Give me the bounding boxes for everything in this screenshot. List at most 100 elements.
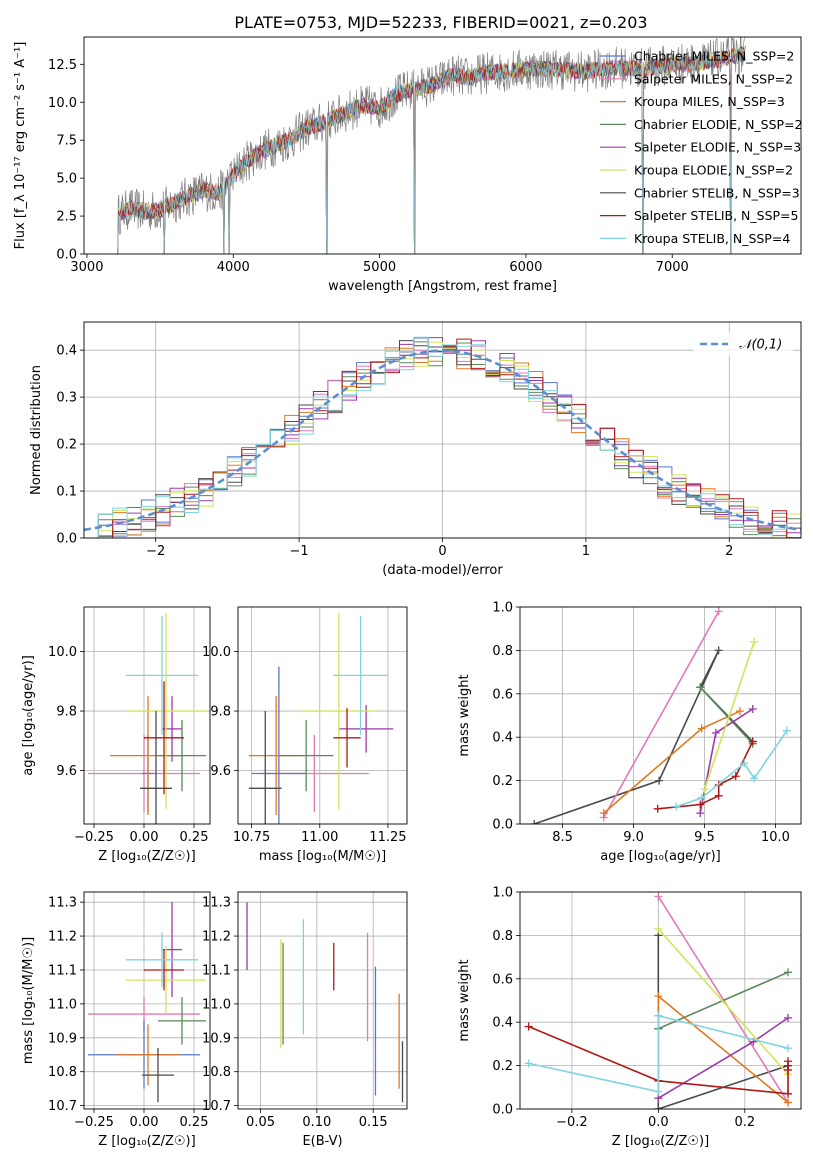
plot-area: [117, 37, 746, 254]
x-tick-label: −0.25: [74, 1115, 114, 1130]
legend-label: Kroupa STELIB, N_SSP=4: [634, 231, 790, 246]
axes-frame: [519, 891, 802, 1110]
x-tick-label: 10.75: [233, 830, 270, 845]
mass-weight-line: [703, 641, 755, 790]
y-tick-label: 9.6: [210, 764, 231, 779]
x-tick-label: 9.0: [623, 830, 644, 845]
x-tick-label: 11.00: [301, 830, 338, 845]
x-axis-label: E(B-V): [302, 1134, 342, 1149]
y-tick-label: 0.0: [492, 1103, 513, 1118]
x-tick-label: 2: [725, 544, 733, 559]
mass-weight-point: [700, 785, 709, 794]
mass-weight-point: [599, 809, 608, 818]
legend-label: Kroupa ELODIE, N_SSP=2: [634, 163, 793, 178]
mass-weight-point: [524, 1059, 533, 1068]
x-tick-label: 3000: [70, 260, 103, 275]
x-tick-label: 11.25: [369, 830, 406, 845]
panel-age-vs-mass: 10.75 11.00 11.25 9.6 9.8 10.0 mass [log₁₀(M/M…: [202, 606, 408, 864]
panel-mass-vs-EBV: 0.05 0.10 0.15 10.7 10.8 10.9 11.0 11.1 11.2 11.3…: [202, 891, 408, 1149]
panel-mass-vs-Z: −0.25 0.00 0.25 10.7 10.8 10.9 11.0 11.1 11.2 11.…: [21, 891, 211, 1149]
mass-weight-point: [654, 992, 663, 1001]
panel-spectrum: 3000 4000 5000 6000 7000 0.0 2.5 5.0 7.5 10.0 12.5…: [13, 36, 803, 294]
x-tick-label: 0.2: [734, 1115, 755, 1130]
mass-weight-point: [784, 1013, 793, 1022]
mass-weight-point: [672, 802, 681, 811]
figure-title: PLATE=0753, MJD=52233, FIBERID=0021, z=0…: [234, 13, 647, 32]
x-tick-label: 0.25: [180, 830, 209, 845]
y-tick-label: 10.9: [48, 1031, 77, 1046]
axes-frame: [519, 606, 802, 825]
plot-area: [88, 902, 206, 1103]
x-tick-label: 0: [438, 544, 446, 559]
y-tick-label: 1.0: [492, 886, 513, 901]
mass-weight-point: [530, 820, 539, 824]
mass-weight-line: [675, 730, 788, 808]
x-axis-label: Z [log₁₀(Z/Z☉)]: [98, 849, 195, 864]
y-tick-label: 9.8: [56, 705, 77, 720]
y-tick-label: 0.0: [56, 248, 77, 263]
normal-curve: [84, 349, 801, 532]
x-tick-label: 0.00: [130, 830, 159, 845]
y-tick-label: 0.1: [56, 485, 77, 500]
x-tick-label: 0.0: [648, 1115, 669, 1130]
legend-label: Kroupa MILES, N_SSP=3: [634, 94, 785, 109]
mass-weight-point: [654, 924, 663, 933]
legend-label: Salpeter MILES, N_SSP=2: [634, 71, 793, 86]
y-tick-label: 11.2: [48, 930, 77, 945]
y-tick-label: 7.5: [56, 134, 77, 149]
mass-weight-point: [784, 1089, 793, 1098]
mass-weight-point: [740, 759, 749, 768]
axes-frame: [83, 606, 211, 825]
y-tick-label: 10.8: [48, 1065, 77, 1080]
y-axis-label: age [log₁₀(age/yr)]: [21, 655, 36, 776]
mass-weight-line: [699, 686, 754, 745]
y-tick-label: 0.8: [492, 644, 513, 659]
y-tick-label: 0.4: [492, 731, 513, 746]
x-tick-label: 10.0: [761, 830, 790, 845]
mass-weight-point: [782, 726, 791, 735]
mass-weight-line: [657, 741, 754, 810]
plot-area: [248, 612, 394, 824]
x-tick-label: −2: [146, 544, 165, 559]
x-tick-label: −0.25: [74, 830, 114, 845]
y-tick-label: 0.0: [56, 532, 77, 547]
mass-weight-point: [653, 804, 662, 813]
legend-label: Chabrier MILES, N_SSP=2: [634, 49, 794, 64]
mass-weight-point: [714, 791, 723, 800]
y-tick-label: 11.3: [202, 896, 231, 911]
plot-area: [524, 892, 793, 1109]
mass-weight-point: [784, 968, 793, 977]
x-axis-label: Z [log₁₀(Z/Z☉)]: [612, 1134, 709, 1149]
x-axis-label: Z [log₁₀(Z/Z☉)]: [98, 1134, 195, 1149]
x-tick-label: 0.25: [180, 1115, 209, 1130]
y-tick-label: 11.0: [48, 997, 77, 1012]
x-tick-label: 5000: [363, 260, 396, 275]
y-tick-label: 0.2: [492, 774, 513, 789]
mass-weight-point: [784, 1061, 793, 1070]
model-spectrum: [117, 46, 746, 254]
x-tick-label: 7000: [656, 260, 689, 275]
mass-weight-point: [750, 637, 759, 646]
mass-weight-point: [654, 1105, 663, 1109]
x-tick-label: 0.15: [359, 1115, 388, 1130]
legend-label: Salpeter ELODIE, N_SSP=3: [634, 140, 801, 155]
mass-weight-line: [603, 710, 741, 814]
y-tick-label: 0.4: [492, 1016, 513, 1031]
legend-label: Chabrier ELODIE, N_SSP=2: [634, 117, 803, 132]
mass-weight-point: [654, 1087, 663, 1096]
legend-label: 𝒩(0,1): [739, 338, 782, 353]
mass-weight-point: [714, 607, 723, 616]
panel-residuals: −2 −1 0 1 2 0.0 0.1 0.2 0.3 0.4 (data-model)/error…: [29, 321, 802, 578]
x-tick-label: 0.10: [302, 1115, 331, 1130]
mass-weight-line: [657, 895, 789, 1103]
plot-area: [246, 902, 404, 1103]
x-tick-label: 1: [582, 544, 590, 559]
x-tick-label: 0.00: [130, 1115, 159, 1130]
residual-histogram: [84, 341, 801, 538]
y-axis-label: Normed distribution: [29, 365, 44, 495]
x-tick-label: 9.5: [694, 830, 715, 845]
mass-weight-point: [655, 776, 664, 785]
mass-weight-point: [654, 892, 663, 901]
plot-area: [530, 607, 791, 824]
